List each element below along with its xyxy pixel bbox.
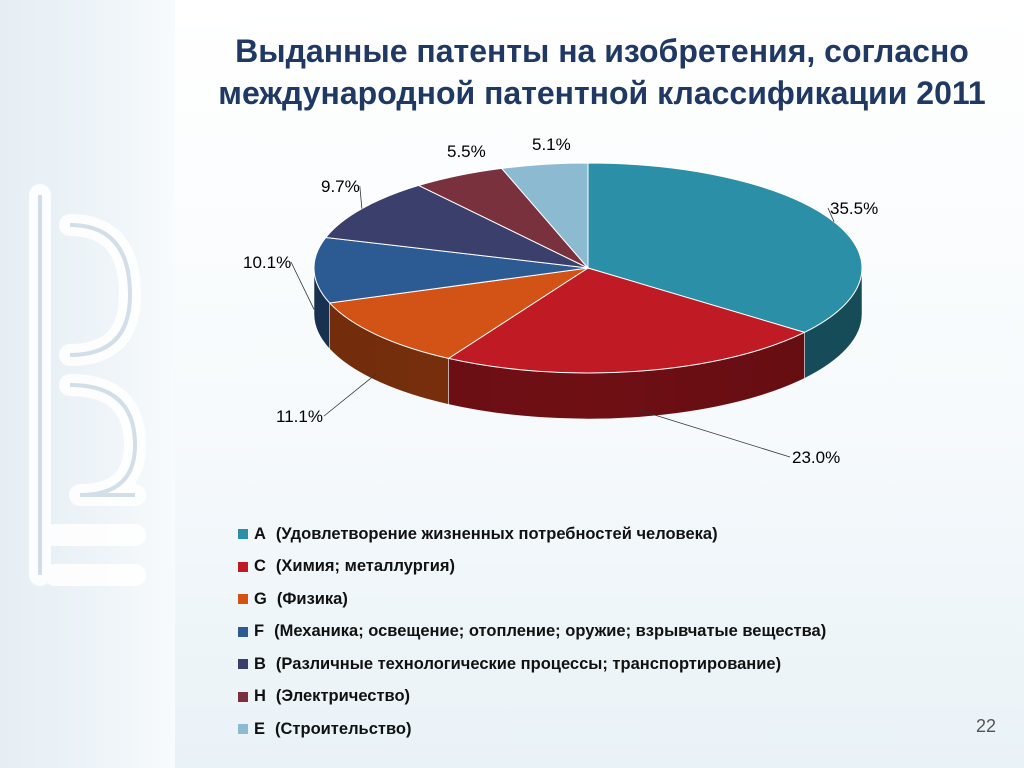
legend-code: C (254, 557, 266, 576)
pie-slice-6 (500, 162, 589, 270)
legend-swatch (238, 626, 248, 637)
legend-text: (Электричество) (275, 687, 411, 706)
legend-code: A (254, 524, 266, 543)
legend-swatch (238, 529, 248, 540)
legend-item: A (Удовлетворение жизненных потребностей … (238, 518, 978, 551)
legend-swatch (238, 691, 248, 702)
pie-slice-2 (328, 267, 589, 359)
legend-item: H (Электричество) (238, 681, 978, 714)
leader-line-3 (290, 261, 315, 310)
data-label-1: 23.0% (792, 448, 840, 467)
legend-code: B (254, 654, 266, 673)
legend-text: (Различные технологические процессы; тра… (275, 654, 782, 673)
legend-text: (Удовлетворение жизненных потребностей ч… (275, 524, 718, 543)
pie-tops (313, 162, 863, 374)
legend-item: C (Химия; металлургия) (238, 551, 978, 584)
leader-line-1 (639, 409, 791, 458)
legend-text: (Физика) (276, 589, 348, 608)
pie-rim-shading (314, 268, 862, 419)
title-line-1: Выданные патенты на изобретения, согласн… (235, 33, 969, 69)
legend-text: (Строительство) (275, 719, 412, 738)
slide-title: Выданные патенты на изобретения, согласн… (180, 30, 1024, 114)
pie-slice-1 (447, 267, 806, 374)
data-label-6: 5.1% (532, 135, 571, 154)
title-line-2: международной патентной классификации 20… (218, 75, 986, 111)
data-label-4: 9.7% (321, 177, 360, 196)
legend-text: (Химия; металлургия) (275, 557, 455, 576)
legend-swatch (238, 659, 248, 670)
leader-line-4 (359, 185, 363, 209)
eapo-logo-watermark-icon (29, 184, 146, 586)
data-label-3: 10.1% (243, 253, 291, 272)
chart-legend: A (Удовлетворение жизненных потребностей … (238, 518, 978, 746)
legend-code: E (254, 719, 266, 738)
legend-code: H (254, 687, 266, 706)
legend-item: F (Механика; освещение; отопление; оружие… (238, 616, 978, 649)
pie-chart: 35.5% 23.0% 11.1% 10.1% 9.7% 5.5% 5.1% (243, 135, 878, 467)
data-label-5: 5.5% (447, 142, 486, 161)
pie-slice-3 (313, 236, 589, 304)
legend-swatch (238, 594, 248, 605)
page-number: 22 (976, 716, 997, 736)
data-label-2: 11.1% (276, 407, 323, 426)
leader-line-0 (827, 207, 835, 222)
data-labels: 35.5% 23.0% 11.1% 10.1% 9.7% 5.5% 5.1% (243, 135, 878, 467)
data-label-0: 35.5% (830, 199, 878, 218)
legend-item: G (Физика) (238, 583, 978, 616)
leader-lines (290, 185, 835, 458)
pie-slice-4 (324, 184, 589, 269)
legend-swatch (238, 561, 248, 572)
legend-item: B (Различные технологические процессы; тр… (238, 648, 978, 681)
legend-code: F (254, 622, 265, 641)
leader-line-2 (323, 373, 377, 417)
legend-text: (Механика; освещение; отопление; оружие;… (274, 622, 827, 641)
legend-code: G (254, 589, 267, 608)
legend-item: E (Строительство) (238, 713, 978, 746)
legend-swatch (238, 724, 248, 735)
